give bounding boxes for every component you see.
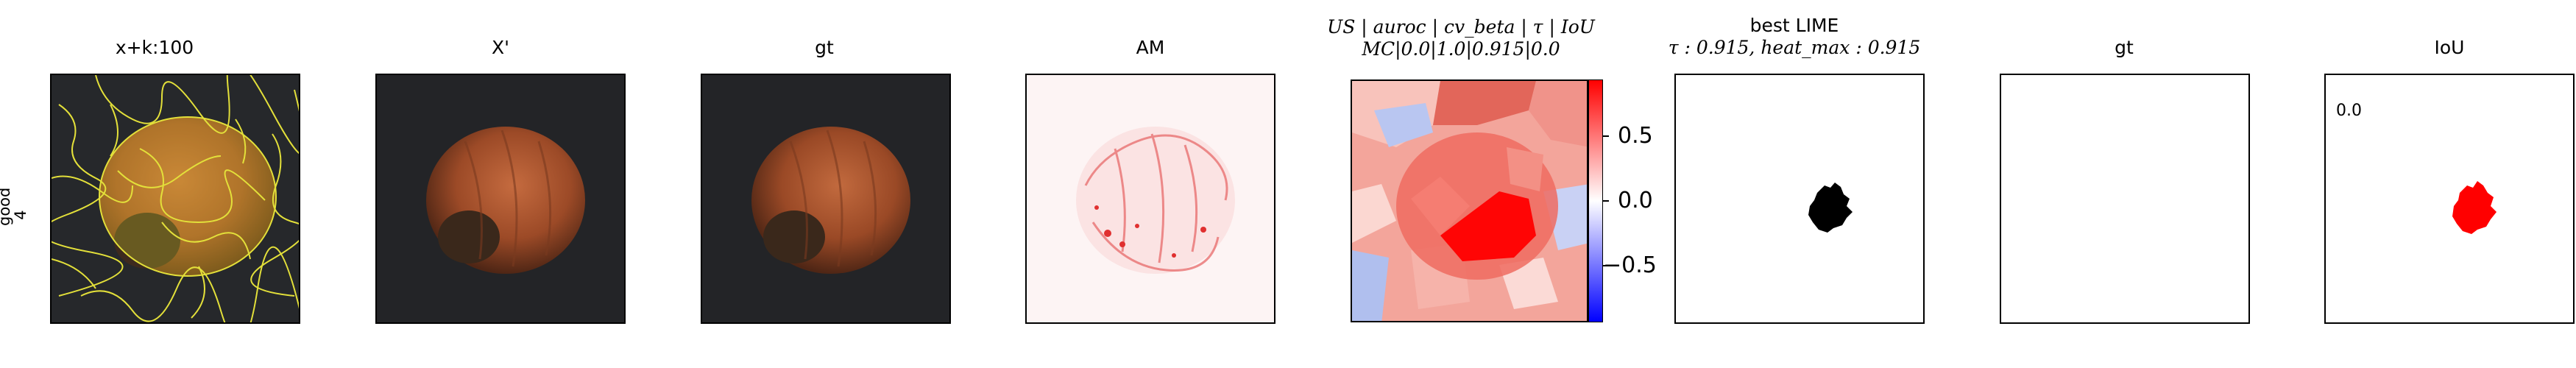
anomaly-map-image	[1027, 75, 1274, 322]
panel-title-5: US | auroc | cv_beta | τ | IoU MC|0.0|1.…	[1327, 16, 1595, 60]
panel-title-3: gt	[815, 37, 834, 58]
colorbar	[1588, 79, 1603, 322]
colorbar-tick-label: 0.0	[1618, 188, 1653, 213]
panel-image-anomaly-map	[1025, 74, 1275, 324]
panel-image-iou: 0.0	[2324, 74, 2575, 324]
gt-mask-image	[2001, 75, 2248, 322]
colorbar-tick	[1603, 265, 1609, 266]
panel-image-lime-heatmap	[1351, 79, 1588, 322]
ground-truth-hazelnut-image	[702, 75, 949, 322]
panel-image-reconstruction	[375, 74, 626, 324]
panel-image-segmented	[50, 74, 300, 324]
panel-image-best-lime-mask	[1674, 74, 1925, 324]
panel-title-7: gt	[2115, 37, 2134, 58]
colorbar-tick-label: 0.5	[1618, 123, 1653, 149]
panel-title-2: X'	[492, 37, 509, 58]
panel-title-8: IoU	[2434, 37, 2465, 58]
colorbar-tick-label: −0.5	[1603, 252, 1657, 278]
row-label: good 4	[0, 187, 29, 226]
lime-heatmap-image	[1352, 81, 1587, 321]
colorbar-tick	[1603, 135, 1609, 137]
iou-mask-image	[2452, 181, 2497, 234]
panel-title-4: AM	[1136, 37, 1165, 58]
panel-image-gt-mask	[2000, 74, 2250, 324]
iou-value-text: 0.0	[2336, 102, 2362, 120]
panel-title-1: x+k:100	[115, 37, 194, 58]
panel-image-ground-truth	[701, 74, 951, 324]
best-lime-mask-image	[1676, 75, 1923, 322]
colorbar-tick	[1603, 200, 1609, 202]
reconstructed-hazelnut-image	[377, 75, 624, 322]
segmented-hazelnut-image	[52, 75, 299, 322]
panel-title-6: best LIME τ : 0.915, heat_max : 0.915	[1668, 15, 1921, 58]
